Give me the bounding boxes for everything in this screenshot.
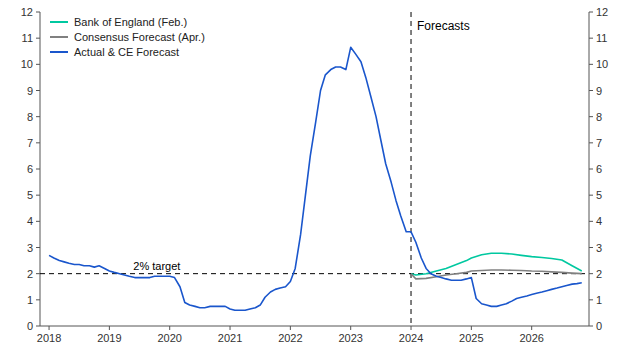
y-tick-label: 1	[27, 294, 33, 306]
y-tick-label: 8	[27, 111, 33, 123]
x-tick	[411, 326, 412, 330]
y2-tick-label: 11	[596, 32, 607, 44]
y2-tick-label: 5	[596, 189, 602, 201]
x-tick	[109, 326, 110, 330]
y-tick	[36, 142, 40, 143]
x-tick	[471, 326, 472, 330]
y2-tick-label: 10	[596, 58, 608, 70]
y-tick	[36, 195, 40, 196]
y-tick	[36, 273, 40, 274]
y-tick	[36, 90, 40, 91]
x-tick	[531, 326, 532, 330]
x-tick	[169, 326, 170, 330]
y-tick-label: 9	[27, 85, 33, 97]
x-tick-label: 2025	[459, 332, 483, 344]
legend-label: Actual & CE Forecast	[74, 46, 179, 58]
legend-label: Consensus Forecast (Apr.)	[74, 31, 205, 43]
x-tick-label: 2021	[218, 332, 242, 344]
y2-tick	[589, 273, 593, 274]
y2-tick-label: 4	[596, 215, 602, 227]
y2-tick	[589, 90, 593, 91]
y-tick	[36, 38, 40, 39]
y-tick	[36, 116, 40, 117]
y2-tick-label: 3	[596, 242, 602, 254]
y-tick	[36, 299, 40, 300]
y2-tick	[589, 38, 593, 39]
reference-line	[411, 12, 412, 326]
x-tick	[230, 326, 231, 330]
y-tick	[36, 247, 40, 248]
y-tick-label: 12	[21, 6, 33, 18]
y2-tick	[589, 116, 593, 117]
y2-tick-label: 2	[596, 268, 602, 280]
x-tick-label: 2024	[399, 332, 423, 344]
legend-swatch	[50, 51, 68, 53]
y2-tick	[589, 12, 593, 13]
y2-tick-label: 6	[596, 163, 602, 175]
reference-label: Forecasts	[417, 19, 470, 33]
y-tick-label: 5	[27, 189, 33, 201]
legend: Bank of England (Feb.) Consensus Forecast…	[50, 16, 205, 58]
reference-label: 2% target	[133, 260, 180, 272]
y-tick	[36, 12, 40, 13]
chart: 2018201920202021202220232024202520260123…	[0, 0, 629, 354]
x-tick-label: 2026	[519, 332, 543, 344]
y-tick-label: 11	[22, 32, 33, 44]
y-tick	[36, 169, 40, 170]
x-tick	[350, 326, 351, 330]
x-tick	[290, 326, 291, 330]
y-tick-label: 7	[27, 137, 33, 149]
y2-tick	[589, 326, 593, 327]
y2-tick	[589, 195, 593, 196]
x-tick-label: 2023	[338, 332, 362, 344]
x-tick-label: 2022	[278, 332, 302, 344]
x-tick-label: 2019	[97, 332, 121, 344]
series-line	[49, 47, 582, 310]
y2-tick-label: 9	[596, 85, 602, 97]
y2-tick-label: 0	[596, 320, 602, 332]
plot-area	[49, 47, 582, 310]
y2-tick-label: 1	[596, 294, 602, 306]
x-axis-line	[40, 326, 589, 327]
y2-tick	[589, 169, 593, 170]
y2-tick-label: 7	[596, 137, 602, 149]
legend-swatch	[50, 36, 68, 38]
y-tick-label: 2	[27, 268, 33, 280]
y2-tick	[589, 142, 593, 143]
y-tick-label: 6	[27, 163, 33, 175]
x-tick-label: 2020	[157, 332, 181, 344]
y2-tick-label: 12	[596, 6, 608, 18]
x-tick-label: 2018	[37, 332, 61, 344]
series-line	[411, 270, 582, 279]
y2-tick-label: 8	[596, 111, 602, 123]
y2-tick	[589, 64, 593, 65]
y-tick-label: 0	[27, 320, 33, 332]
legend-swatch	[50, 21, 68, 23]
y-tick-label: 10	[21, 58, 33, 70]
y-tick	[36, 64, 40, 65]
x-tick	[49, 326, 50, 330]
y-tick	[36, 221, 40, 222]
y2-tick	[589, 221, 593, 222]
legend-label: Bank of England (Feb.)	[74, 16, 187, 28]
y-tick-label: 3	[27, 242, 33, 254]
y-tick	[36, 326, 40, 327]
y-tick-label: 4	[27, 215, 33, 227]
y2-tick	[589, 299, 593, 300]
y2-tick	[589, 247, 593, 248]
